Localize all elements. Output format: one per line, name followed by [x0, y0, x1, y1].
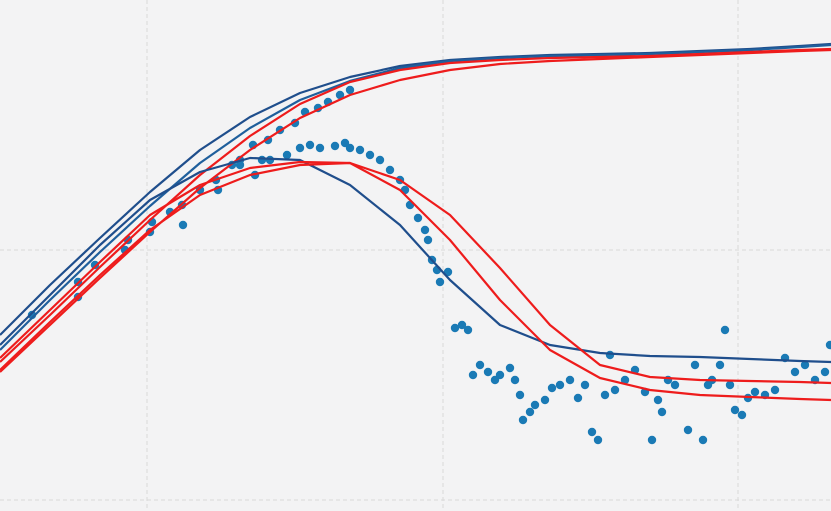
- data-point: [345, 143, 355, 153]
- data-point: [600, 390, 610, 400]
- data-point: [750, 387, 760, 397]
- data-point: [468, 370, 478, 380]
- data-point: [725, 380, 735, 390]
- data-point: [737, 410, 747, 420]
- data-point: [715, 360, 725, 370]
- data-point: [730, 405, 740, 415]
- data-point: [800, 360, 810, 370]
- data-point: [555, 380, 565, 390]
- data-point: [195, 185, 205, 195]
- data-point: [510, 375, 520, 385]
- data-point: [565, 375, 575, 385]
- data-point: [610, 385, 620, 395]
- data-point: [420, 225, 430, 235]
- data-point: [770, 385, 780, 395]
- data-point: [587, 427, 597, 437]
- data-point: [315, 143, 325, 153]
- data-point: [530, 400, 540, 410]
- data-point: [495, 370, 505, 380]
- data-point: [305, 140, 315, 150]
- data-point: [547, 383, 557, 393]
- data-point: [820, 367, 830, 377]
- line: [0, 48, 831, 373]
- data-point: [375, 155, 385, 165]
- data-point: [647, 435, 657, 445]
- data-point: [657, 407, 667, 417]
- data-point: [235, 160, 245, 170]
- data-point: [515, 390, 525, 400]
- data-point: [580, 380, 590, 390]
- line: [0, 161, 831, 402]
- data-point: [450, 323, 460, 333]
- data-point: [385, 165, 395, 175]
- data-point: [457, 320, 467, 330]
- data-point: [825, 340, 831, 350]
- data-point: [690, 360, 700, 370]
- data-point: [605, 350, 615, 360]
- data-point: [620, 375, 630, 385]
- data-point: [257, 155, 267, 165]
- data-point: [483, 367, 493, 377]
- data-point: [295, 143, 305, 153]
- data-point: [178, 220, 188, 230]
- data-point: [282, 150, 292, 160]
- line: [0, 160, 831, 385]
- data-point: [365, 150, 375, 160]
- data-point: [518, 415, 528, 425]
- line: [0, 156, 831, 364]
- data-point: [790, 367, 800, 377]
- data-point: [330, 141, 340, 151]
- data-point: [335, 90, 345, 100]
- data-point: [698, 435, 708, 445]
- data-point: [593, 435, 603, 445]
- data-point: [345, 85, 355, 95]
- data-point: [90, 260, 100, 270]
- data-point: [505, 363, 515, 373]
- data-point: [463, 325, 473, 335]
- data-point: [573, 393, 583, 403]
- data-point: [435, 277, 445, 287]
- data-point: [423, 235, 433, 245]
- data-point: [670, 380, 680, 390]
- data-point: [720, 325, 730, 335]
- data-point: [475, 360, 485, 370]
- line: [0, 42, 831, 336]
- data-point: [653, 395, 663, 405]
- data-point: [683, 425, 693, 435]
- line: [0, 43, 831, 351]
- data-point: [540, 395, 550, 405]
- data-point: [355, 145, 365, 155]
- data-point: [413, 213, 423, 223]
- data-point: [525, 407, 535, 417]
